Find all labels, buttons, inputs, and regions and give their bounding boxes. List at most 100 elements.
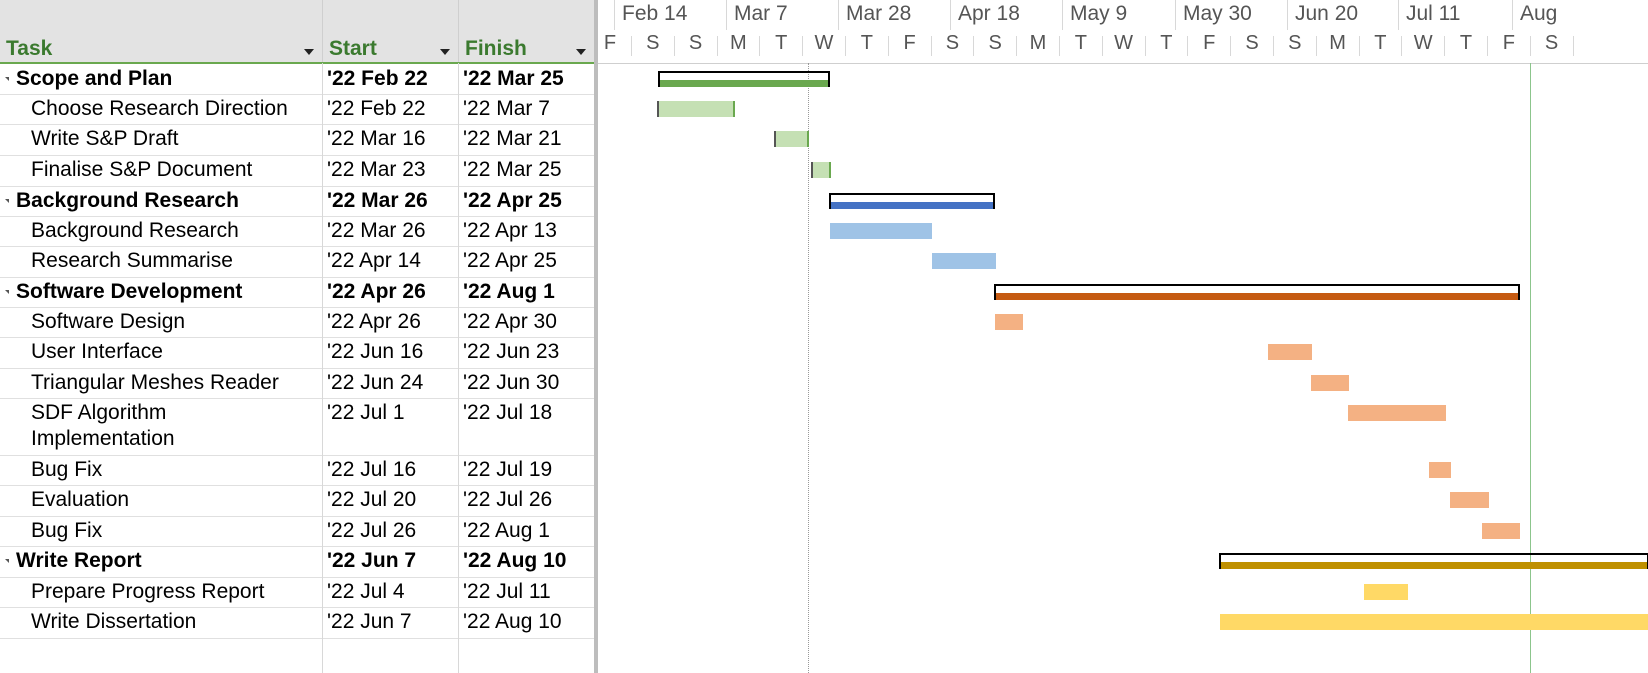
view-split-bar[interactable]	[594, 0, 598, 673]
start-date-cell[interactable]: '22 Mar 26	[322, 186, 457, 214]
task-row[interactable]: Background Research '22 Mar 26'22 Apr 13	[0, 216, 596, 247]
start-date-cell[interactable]: '22 Jul 26	[322, 516, 457, 544]
start-date-cell[interactable]: '22 Feb 22	[322, 64, 457, 92]
start-date-cell[interactable]: '22 Apr 26	[322, 277, 457, 305]
task-bar[interactable]	[1450, 492, 1489, 508]
task-name-cell[interactable]: Write S&P Draft	[0, 124, 351, 152]
finish-date-cell[interactable]: '22 Jun 23	[458, 337, 597, 365]
task-name-cell[interactable]: Evaluation	[0, 485, 351, 513]
start-date-cell[interactable]: '22 Mar 26	[322, 216, 457, 244]
task-name-cell[interactable]: Software Development	[0, 277, 336, 305]
task-name-cell[interactable]: SDF Algorithm Implementation	[0, 398, 351, 452]
task-name-cell[interactable]: Background Research	[0, 216, 351, 244]
summary-bar[interactable]	[994, 284, 1520, 300]
task-bar[interactable]	[1482, 523, 1520, 539]
start-date-cell[interactable]: '22 Jun 7	[322, 546, 457, 574]
task-name-cell[interactable]: Bug Fix	[0, 516, 351, 544]
task-bar[interactable]	[1429, 462, 1451, 478]
task-name-cell[interactable]: Background Research	[0, 186, 336, 214]
start-date-cell[interactable]: '22 Jul 4	[322, 577, 457, 605]
task-column-header[interactable]: Task	[0, 0, 322, 63]
finish-date-cell[interactable]: '22 Apr 30	[458, 307, 597, 335]
finish-date-cell[interactable]: '22 Jul 18	[458, 398, 597, 426]
collapse-triangle-icon[interactable]	[5, 559, 9, 563]
finish-date-cell[interactable]: '22 Aug 10	[458, 546, 597, 574]
finish-date-cell[interactable]: '22 Apr 25	[458, 246, 597, 274]
task-name-cell[interactable]: Write Report	[0, 546, 336, 574]
task-name-cell[interactable]: User Interface	[0, 337, 351, 365]
collapse-triangle-icon[interactable]	[5, 77, 9, 81]
finish-date-cell[interactable]: '22 Mar 21	[458, 124, 597, 152]
finish-date-cell[interactable]: '22 Mar 25	[458, 155, 597, 183]
finish-date-cell[interactable]: '22 Aug 1	[458, 516, 597, 544]
task-row[interactable]: User Interface '22 Jun 16'22 Jun 23	[0, 337, 596, 369]
start-column-header[interactable]: Start	[323, 0, 458, 63]
task-name-cell[interactable]: Software Design	[0, 307, 351, 335]
start-filter-dropdown-icon[interactable]	[440, 49, 450, 55]
task-bar[interactable]	[932, 253, 996, 269]
start-date-cell[interactable]: '22 Jun 24	[322, 368, 457, 396]
task-name-cell[interactable]: Prepare Progress Report	[0, 577, 351, 605]
task-name-cell[interactable]: Finalise S&P Document	[0, 155, 351, 183]
task-bar[interactable]	[775, 131, 808, 147]
task-row[interactable]: Bug Fix '22 Jul 16'22 Jul 19	[0, 455, 596, 486]
summary-task-row[interactable]: Software Development '22 Apr 26'22 Aug 1	[0, 277, 596, 308]
task-name-cell[interactable]: Research Summarise	[0, 246, 351, 274]
task-name-cell[interactable]: Triangular Meshes Reader	[0, 368, 351, 396]
task-row[interactable]: Write S&P Draft '22 Mar 16'22 Mar 21	[0, 124, 596, 156]
finish-date-cell[interactable]: '22 Jun 30	[458, 368, 597, 396]
start-date-cell[interactable]: '22 Mar 16	[322, 124, 457, 152]
start-date-cell[interactable]: '22 Mar 23	[322, 155, 457, 183]
task-row[interactable]: Finalise S&P Document '22 Mar 23'22 Mar 2…	[0, 155, 596, 187]
task-name-cell[interactable]: Choose Research Direction	[0, 94, 351, 122]
task-bar[interactable]	[1220, 614, 1648, 630]
start-date-cell[interactable]: '22 Apr 14	[322, 246, 457, 274]
task-row[interactable]: Choose Research Direction '22 Feb 22'22 M…	[0, 94, 596, 125]
task-filter-dropdown-icon[interactable]	[304, 49, 314, 55]
task-row[interactable]: Triangular Meshes Reader '22 Jun 24'22 Ju…	[0, 368, 596, 399]
task-bar[interactable]	[1268, 344, 1312, 360]
task-bar[interactable]	[812, 162, 830, 178]
task-name-cell[interactable]: Bug Fix	[0, 455, 351, 483]
task-bar[interactable]	[830, 223, 932, 239]
task-row[interactable]: Bug Fix '22 Jul 26'22 Aug 1	[0, 516, 596, 547]
collapse-triangle-icon[interactable]	[5, 199, 9, 203]
task-row[interactable]: SDF Algorithm Implementation '22 Jul 1'22 …	[0, 398, 596, 456]
start-date-cell[interactable]: '22 Feb 22	[322, 94, 457, 122]
finish-date-cell[interactable]: '22 Jul 26	[458, 485, 597, 513]
summary-bar[interactable]	[1219, 553, 1648, 569]
finish-date-cell[interactable]: '22 Mar 7	[458, 94, 597, 122]
task-row[interactable]: Software Design '22 Apr 26'22 Apr 30	[0, 307, 596, 338]
task-name-cell[interactable]: Scope and Plan	[0, 64, 336, 92]
finish-date-cell[interactable]: '22 Mar 25	[458, 64, 597, 92]
finish-column-header[interactable]: Finish	[459, 0, 594, 63]
start-date-cell[interactable]: '22 Jun 7	[322, 607, 457, 635]
summary-bar[interactable]	[829, 193, 995, 209]
summary-task-row[interactable]: Scope and Plan '22 Feb 22'22 Mar 25	[0, 64, 596, 95]
start-date-cell[interactable]: '22 Jul 16	[322, 455, 457, 483]
task-row[interactable]: Evaluation '22 Jul 20'22 Jul 26	[0, 485, 596, 517]
task-bar[interactable]	[658, 101, 734, 117]
summary-task-row[interactable]: Background Research '22 Mar 26'22 Apr 25	[0, 186, 596, 217]
finish-date-cell[interactable]: '22 Aug 10	[458, 607, 597, 635]
task-row[interactable]: Research Summarise '22 Apr 14'22 Apr 25	[0, 246, 596, 278]
finish-filter-dropdown-icon[interactable]	[576, 49, 586, 55]
start-date-cell[interactable]: '22 Apr 26	[322, 307, 457, 335]
task-bar[interactable]	[1348, 405, 1446, 421]
task-row[interactable]: Prepare Progress Report '22 Jul 4'22 Jul …	[0, 577, 596, 608]
start-date-cell[interactable]: '22 Jul 1	[322, 398, 457, 426]
task-bar[interactable]	[1311, 375, 1349, 391]
collapse-triangle-icon[interactable]	[5, 290, 9, 294]
finish-date-cell[interactable]: '22 Apr 25	[458, 186, 597, 214]
summary-bar[interactable]	[658, 71, 830, 87]
finish-date-cell[interactable]: '22 Jul 19	[458, 455, 597, 483]
finish-date-cell[interactable]: '22 Apr 13	[458, 216, 597, 244]
task-row[interactable]: Write Dissertation '22 Jun 7'22 Aug 10	[0, 607, 596, 639]
start-date-cell[interactable]: '22 Jun 16	[322, 337, 457, 365]
finish-date-cell[interactable]: '22 Jul 11	[458, 577, 597, 605]
task-name-cell[interactable]: Write Dissertation	[0, 607, 351, 635]
finish-date-cell[interactable]: '22 Aug 1	[458, 277, 597, 305]
summary-task-row[interactable]: Write Report '22 Jun 7'22 Aug 10	[0, 546, 596, 578]
task-bar[interactable]	[1364, 584, 1408, 600]
start-date-cell[interactable]: '22 Jul 20	[322, 485, 457, 513]
